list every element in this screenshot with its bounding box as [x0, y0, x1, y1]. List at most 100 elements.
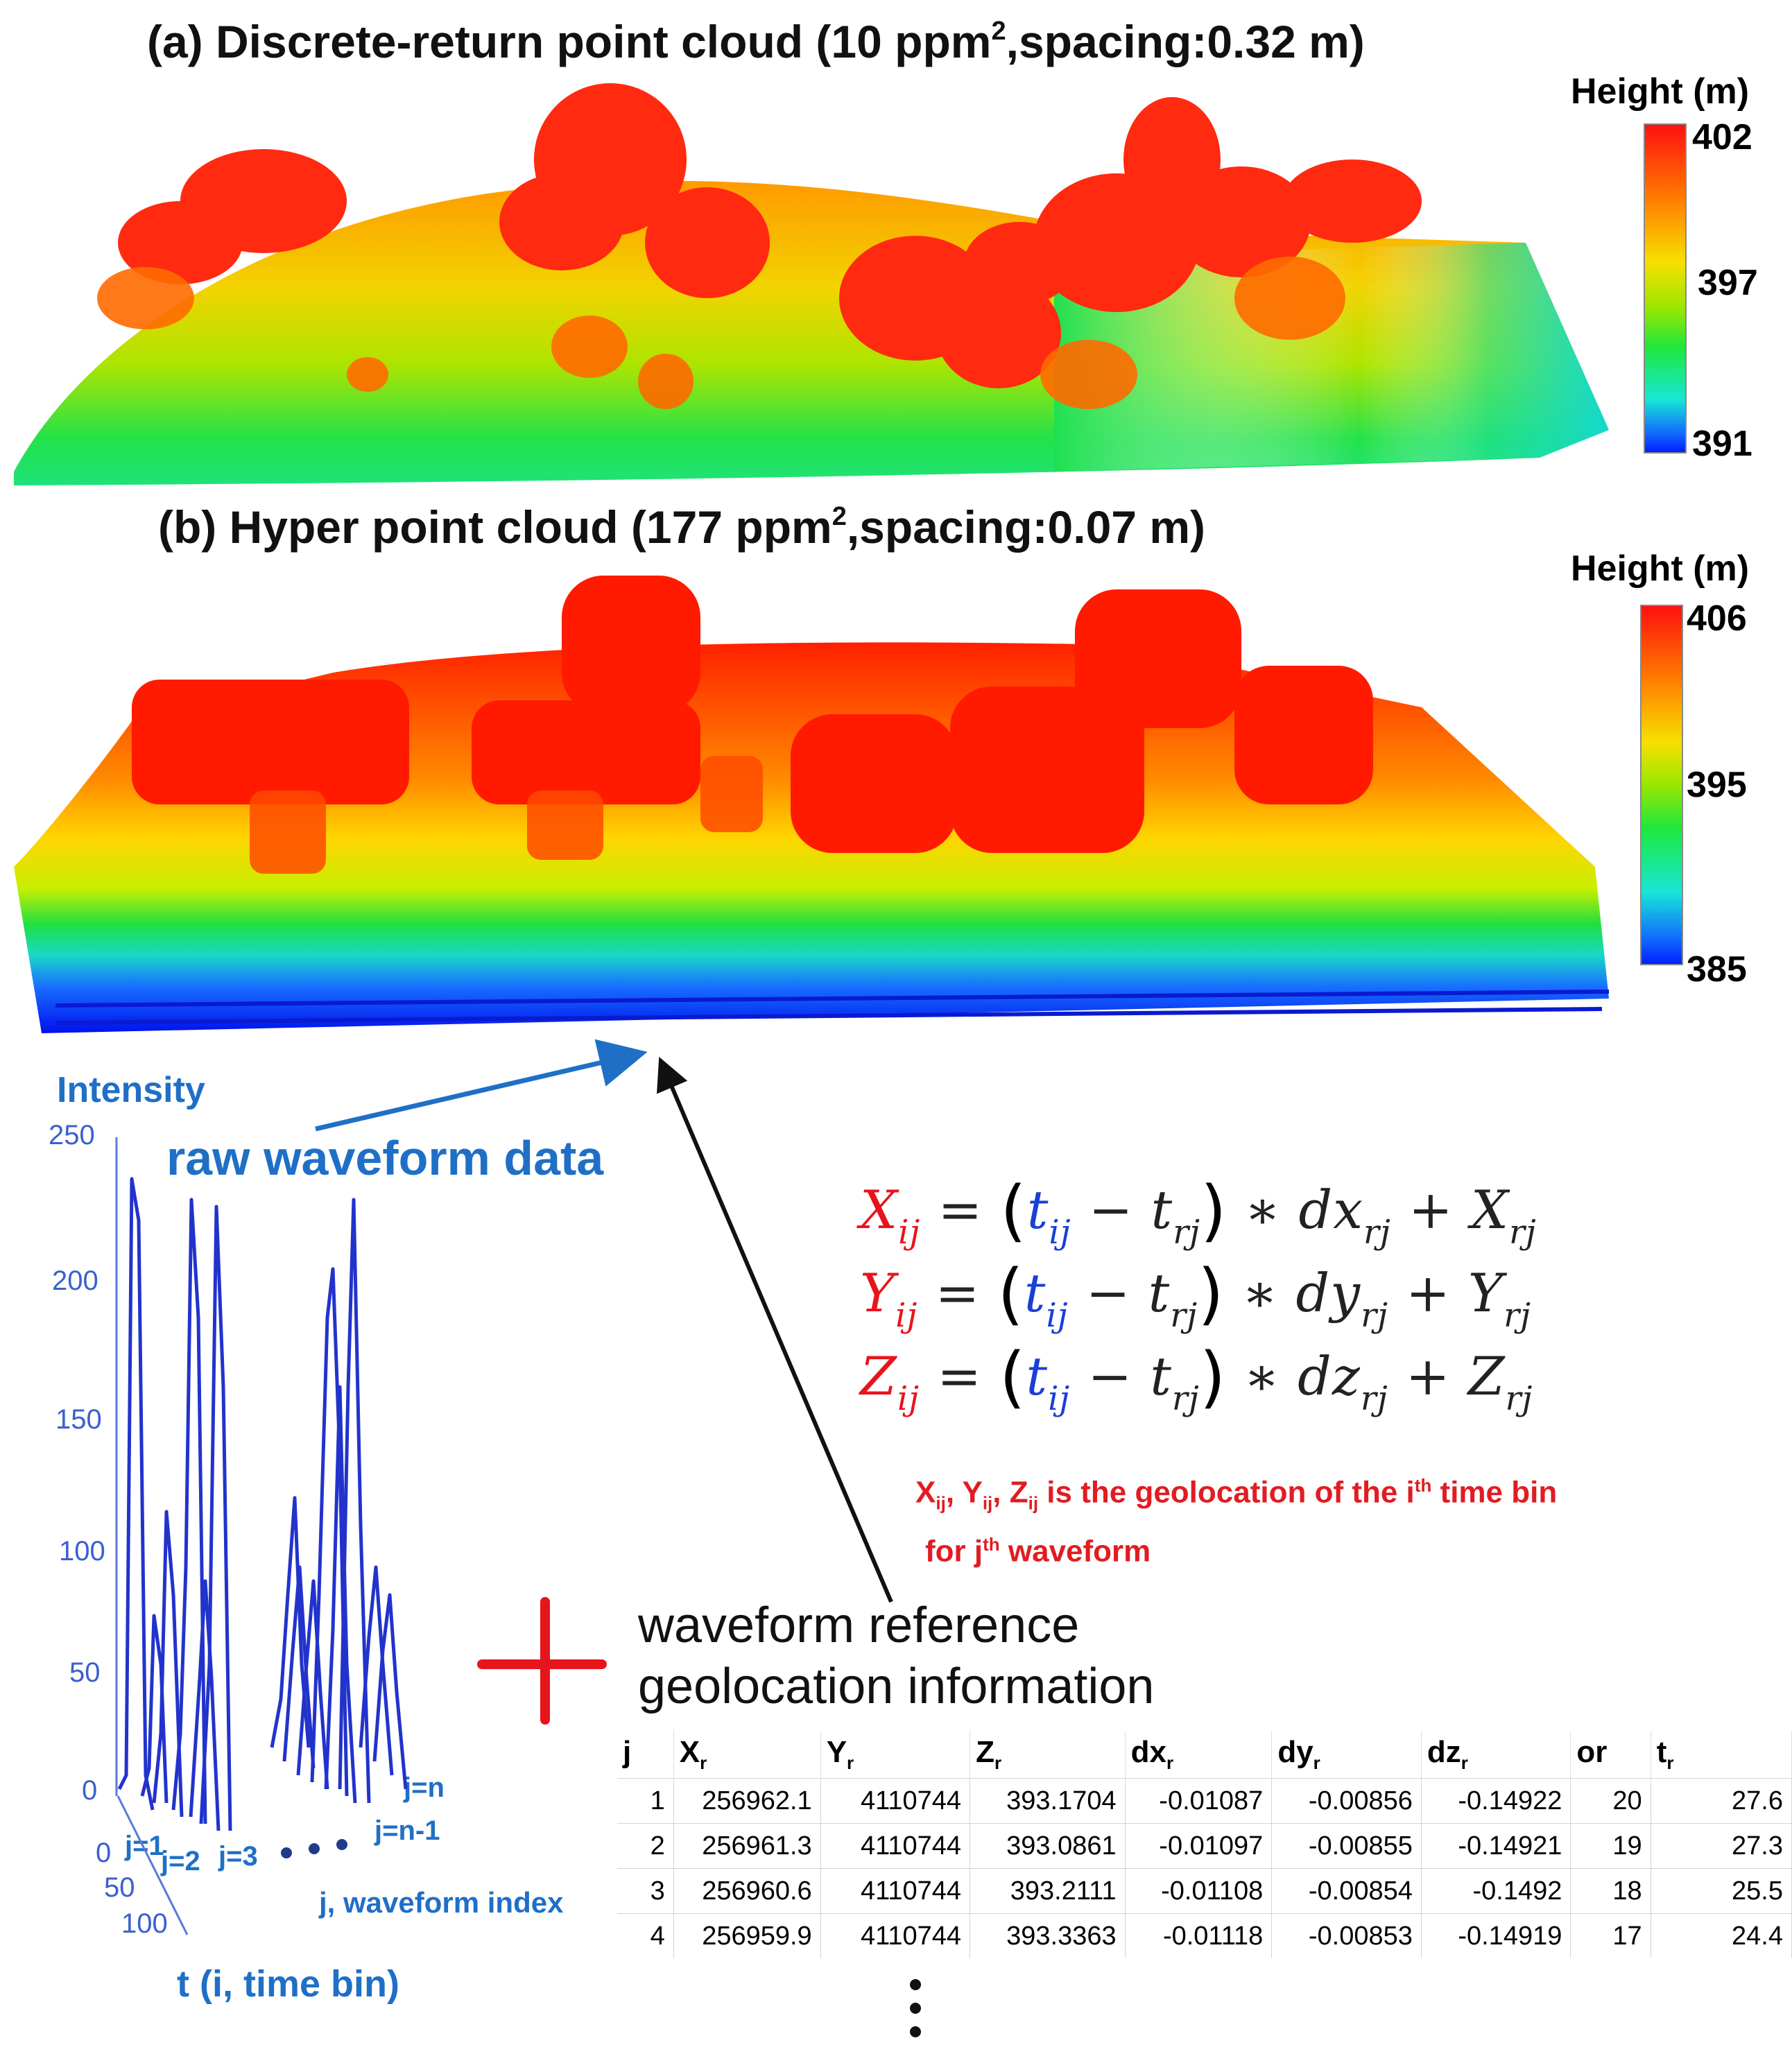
th-dxr: dxr	[1125, 1731, 1273, 1779]
table-cell: -0.00855	[1271, 1823, 1422, 1869]
table-cell: 27.6	[1651, 1778, 1792, 1824]
t-axis-title: t (i, time bin)	[177, 1963, 399, 2005]
th-dzr: dzr	[1421, 1731, 1571, 1779]
geolocation-table: j Xr Yr Zr dxr dyr dzr or tr 1 256962.1 …	[617, 1731, 1792, 1958]
colorbar-a-mid: 397	[1698, 263, 1758, 303]
table-row: 4 256959.9 4110744 393.3363 -0.01118 -0.…	[617, 1913, 1792, 1958]
y-tick-0: 0	[82, 1775, 98, 1806]
t-tick-50: 50	[104, 1872, 135, 1903]
table-cell: -0.00856	[1271, 1778, 1422, 1824]
eq-z-ij: ij	[897, 1379, 920, 1418]
table-cell: 256959.9	[673, 1913, 821, 1958]
j-label-1: j=1	[125, 1831, 164, 1861]
note-th-2: th	[983, 1534, 1000, 1555]
y-tick-200: 200	[52, 1266, 98, 1296]
table-cell: 27.3	[1651, 1823, 1792, 1869]
waveform-line	[359, 1565, 394, 1776]
eq-y-tr-rj: rj	[1170, 1296, 1198, 1335]
colorbar-a	[1644, 123, 1687, 454]
table-header-row: j Xr Yr Zr dxr dyr dzr or tr	[617, 1731, 1792, 1779]
waveform-line	[270, 1496, 311, 1748]
table-cell: -0.1492	[1421, 1868, 1571, 1914]
note-x: X	[915, 1475, 936, 1510]
equation-y: Yij = (tij − trj) ∗ dyrj + Yrj	[860, 1255, 1531, 1335]
j-label-n: j=n	[404, 1772, 445, 1803]
table-cell: 19	[1570, 1823, 1651, 1869]
th-or: or	[1570, 1731, 1651, 1779]
table-cell: -0.01108	[1125, 1868, 1273, 1914]
panel-a-title-sup: 2	[991, 17, 1006, 46]
y-tick-150: 150	[55, 1404, 102, 1435]
table-cell: 20	[1570, 1778, 1651, 1824]
j-label-n-1: j=n-1	[374, 1815, 440, 1846]
j-axis-title: j, waveform index	[319, 1886, 564, 1919]
note-th-1: th	[1414, 1475, 1432, 1496]
eq-z-tr: t	[1150, 1345, 1172, 1407]
eq-y-coef: dy	[1295, 1262, 1361, 1324]
y-tick-250: 250	[49, 1120, 95, 1150]
th-tr: tr	[1651, 1731, 1792, 1779]
th-dyr: dyr	[1271, 1731, 1422, 1779]
note-x-ij: ij	[936, 1492, 946, 1514]
table-cell: 4110744	[820, 1913, 971, 1958]
waveform-line	[310, 1267, 349, 1797]
eq-x-tr-rj: rj	[1173, 1213, 1201, 1252]
th-xr: Xr	[673, 1731, 821, 1779]
table-cell: 256960.6	[673, 1868, 821, 1914]
table-cell: 4110744	[820, 1778, 971, 1824]
table-cell: 17	[1570, 1913, 1651, 1958]
eq-y-coef-rj: rj	[1361, 1296, 1388, 1335]
raw-waveform-label: raw waveform data	[166, 1131, 604, 1185]
table-cell: 393.1704	[970, 1778, 1126, 1824]
eq-x-ij: ij	[898, 1213, 921, 1252]
note-for-j: for j	[925, 1535, 983, 1569]
th-j: j	[617, 1731, 674, 1779]
eq-x-coef-rj: rj	[1363, 1213, 1391, 1252]
table-cell: 4110744	[820, 1823, 971, 1869]
eq-z-coef-rj: rj	[1360, 1379, 1388, 1418]
y-tick-100: 100	[59, 1536, 105, 1567]
th-yr: Yr	[820, 1731, 971, 1779]
note-time-bin: time bin	[1431, 1475, 1558, 1510]
eq-y-ij: ij	[895, 1296, 918, 1335]
table-cell: 1	[617, 1778, 674, 1824]
t-tick-0: 0	[96, 1838, 112, 1868]
table-cell: 393.2111	[970, 1868, 1126, 1914]
waveform-line	[117, 1177, 155, 1811]
colorbar-a-title: Height (m)	[1571, 71, 1750, 112]
table-cell: -0.01097	[1125, 1823, 1273, 1869]
colorbar-b-title: Height (m)	[1571, 549, 1750, 589]
waveform-line	[282, 1565, 316, 1769]
intensity-label: Intensity	[57, 1070, 205, 1110]
waveform-line	[171, 1198, 207, 1824]
table-cell: 2	[617, 1823, 674, 1869]
panel-a-title: (a) Discrete-return point cloud (10 ppm2…	[147, 15, 1365, 68]
eq-x-ref-rj: rj	[1508, 1213, 1537, 1252]
table-cell: 24.4	[1651, 1913, 1792, 1958]
ellipsis-dot	[336, 1839, 347, 1850]
waveform-line	[338, 1198, 371, 1804]
eq-z-lhs: Z	[860, 1345, 897, 1407]
waveform-line	[324, 1385, 357, 1804]
eq-y-t: t	[1024, 1262, 1046, 1324]
panel-a-title-tail: ,spacing:0.32 m)	[1006, 16, 1365, 67]
waveform-plot	[115, 1137, 408, 1935]
panel-b-title-main: (b) Hyper point cloud (177 ppm	[158, 501, 832, 553]
table-cell: 4	[617, 1913, 674, 1958]
note-is-text: is the geolocation of the i	[1038, 1475, 1415, 1510]
table-cell: 18	[1570, 1868, 1651, 1914]
table-cell: 256961.3	[673, 1823, 821, 1869]
equation-x: Xij = (tij − trj) ∗ dxrj + Xrj	[860, 1172, 1537, 1252]
waveform-line	[152, 1510, 184, 1818]
table-row: 3 256960.6 4110744 393.2111 -0.01108 -0.…	[617, 1868, 1792, 1914]
discrete-point-cloud	[14, 83, 1609, 485]
table-cell: 393.3363	[970, 1913, 1126, 1958]
geolocation-note-line2: for jth waveform	[915, 1524, 1557, 1573]
table-cell: -0.01087	[1125, 1778, 1273, 1824]
th-zr: Zr	[970, 1731, 1126, 1779]
geolocation-note-line1: Xij, Yij, Zij is the geolocation of the …	[915, 1475, 1558, 1514]
colorbar-b-min: 385	[1687, 949, 1747, 990]
panel-a-title-main: (a) Discrete-return point cloud (10 ppm	[147, 16, 992, 67]
panel-b-title-sup: 2	[832, 502, 847, 531]
note-y-ij: ij	[982, 1492, 993, 1514]
